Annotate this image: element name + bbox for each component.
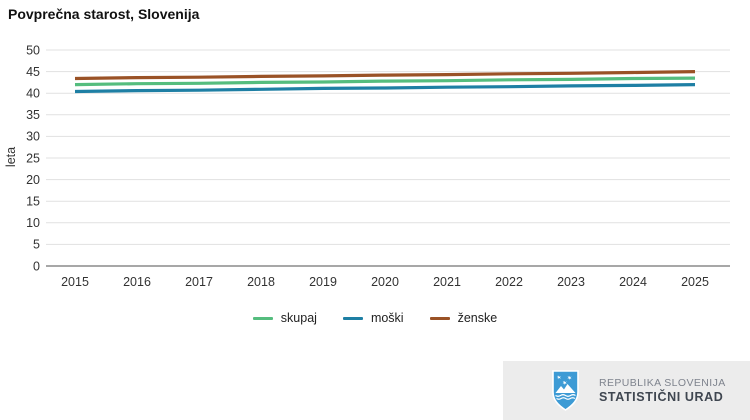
y-tick-label: 45 xyxy=(26,65,40,79)
y-tick-label: 15 xyxy=(26,195,40,209)
legend-dash-icon xyxy=(342,316,363,320)
y-tick-label: 20 xyxy=(26,173,40,187)
org-name-line1: REPUBLIKA SLOVENIJA xyxy=(599,377,726,389)
y-tick-label: 35 xyxy=(26,108,40,122)
org-name-line2: STATISTIČNI URAD xyxy=(599,390,724,404)
org-name-block: REPUBLIKA SLOVENIJA STATISTIČNI URAD xyxy=(599,377,726,404)
x-tick-label: 2018 xyxy=(247,275,275,289)
y-tick-label: 25 xyxy=(26,151,40,165)
x-tick-label: 2023 xyxy=(557,275,585,289)
y-tick-label: 30 xyxy=(26,130,40,144)
legend-item-ženske[interactable]: ženske xyxy=(429,311,498,325)
y-tick-label: 10 xyxy=(26,216,40,230)
x-tick-label: 2020 xyxy=(371,275,399,289)
x-tick-label: 2025 xyxy=(681,275,709,289)
x-tick-label: 2015 xyxy=(61,275,89,289)
series-line-moški xyxy=(74,83,696,94)
y-tick-label: 5 xyxy=(33,238,40,252)
x-tick-label: 2021 xyxy=(433,275,461,289)
series-line-ženske xyxy=(74,70,696,81)
legend-dash-icon xyxy=(429,316,450,320)
legend-item-skupaj[interactable]: skupaj xyxy=(252,311,317,325)
slovenia-coat-of-arms-icon xyxy=(551,370,580,411)
legend-item-moški[interactable]: moški xyxy=(342,311,404,325)
x-tick-label: 2017 xyxy=(185,275,213,289)
legend-label: moški xyxy=(370,311,404,325)
legend-label: ženske xyxy=(457,311,498,325)
x-tick-label: 2019 xyxy=(309,275,337,289)
legend-label: skupaj xyxy=(280,311,317,325)
y-tick-label: 40 xyxy=(26,87,40,101)
chart-title: Povprečna starost, Slovenija xyxy=(8,6,200,22)
legend-dash-icon xyxy=(252,316,273,320)
x-tick-label: 2022 xyxy=(495,275,523,289)
x-tick-label: 2024 xyxy=(619,275,647,289)
series-line-skupaj xyxy=(74,76,696,87)
y-tick-label: 50 xyxy=(26,43,40,57)
chart-legend: skupaj moški ženske xyxy=(0,306,750,330)
surs-logo-panel: REPUBLIKA SLOVENIJA STATISTIČNI URAD xyxy=(503,361,750,420)
y-tick-label: 0 xyxy=(33,259,40,273)
x-tick-label: 2016 xyxy=(123,275,151,289)
